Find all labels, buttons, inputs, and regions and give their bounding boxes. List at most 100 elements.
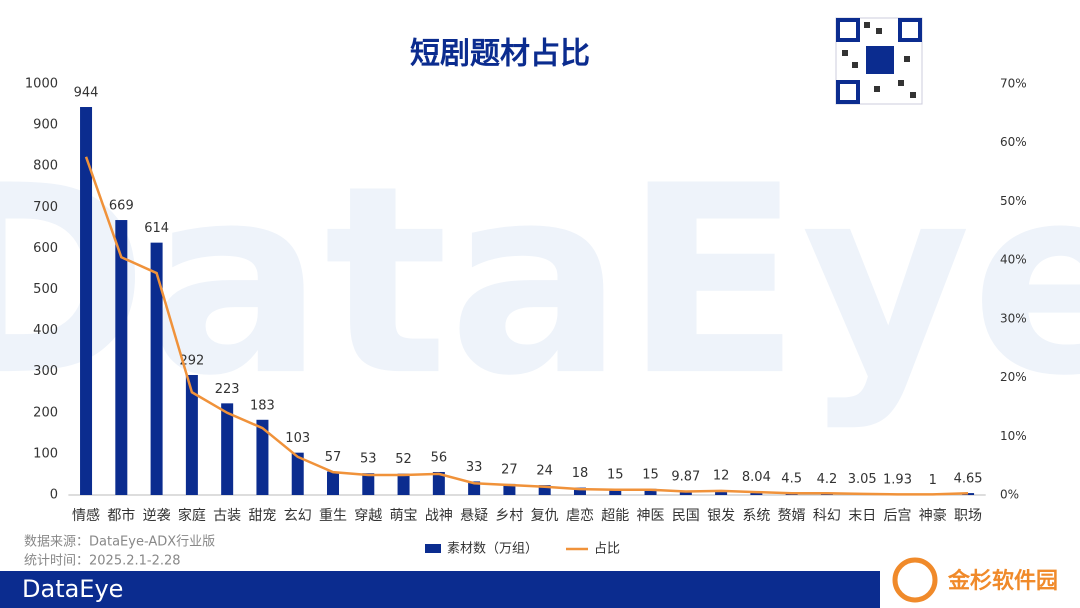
- x-tick-label: 末日: [848, 508, 876, 524]
- site-name: 金杉软件园: [947, 568, 1058, 594]
- x-tick-label: 职场: [954, 508, 982, 524]
- legend-label: 占比: [594, 542, 620, 557]
- x-tick-label: 战神: [425, 508, 453, 524]
- value-label: 1: [929, 473, 937, 488]
- x-tick-label: 都市: [107, 507, 135, 524]
- y-tick-label: 500: [33, 282, 58, 297]
- value-label: 3.05: [848, 472, 877, 487]
- y2-tick-label: 20%: [1000, 370, 1027, 384]
- brand: DataEye: [22, 575, 123, 603]
- value-label: 183: [250, 398, 275, 413]
- value-label: 15: [607, 467, 624, 482]
- bar: [538, 485, 551, 495]
- bar: [327, 471, 340, 495]
- x-tick-label: 逆袭: [143, 508, 171, 524]
- legend-label: 素材数（万组）: [447, 542, 538, 557]
- x-tick-label: 古装: [213, 508, 241, 524]
- x-tick-label: 悬疑: [460, 508, 488, 524]
- y-tick-label: 200: [33, 405, 58, 420]
- x-tick-label: 家庭: [178, 507, 206, 524]
- y2-tick-label: 30%: [1000, 311, 1027, 325]
- value-label: 27: [501, 462, 518, 477]
- x-tick-label: 萌宝: [390, 508, 418, 524]
- value-label: 223: [215, 382, 240, 397]
- x-tick-label: 民国: [672, 508, 700, 524]
- x-tick-label: 科幻: [813, 508, 841, 524]
- bar: [468, 481, 481, 495]
- value-label: 52: [395, 452, 412, 467]
- x-tick-label: 乡村: [495, 508, 523, 524]
- bar: [291, 452, 304, 495]
- y-tick-label: 400: [33, 323, 58, 338]
- bar: [679, 490, 692, 495]
- value-label: 33: [466, 460, 483, 475]
- y-tick-label: 600: [33, 241, 58, 256]
- bar: [609, 488, 622, 495]
- y2-tick-label: 0%: [1000, 488, 1019, 502]
- value-label: 24: [536, 464, 553, 479]
- watermark: DataEye: [0, 131, 1080, 433]
- legend-swatch: [425, 544, 441, 553]
- bar: [432, 471, 445, 495]
- value-label: 4.5: [781, 472, 802, 487]
- x-tick-label: 重生: [319, 508, 347, 524]
- y-tick-label: 900: [33, 118, 58, 133]
- chart-title: 短剧题材占比: [410, 37, 590, 72]
- bar: [644, 488, 657, 495]
- x-tick-label: 后宫: [883, 508, 911, 524]
- value-label: 15: [642, 467, 659, 482]
- x-tick-label: 神豪: [919, 508, 947, 524]
- site-logo: [892, 557, 938, 603]
- value-label: 103: [285, 431, 310, 446]
- value-label: 4.2: [817, 472, 838, 487]
- value-label: 53: [360, 452, 377, 467]
- y-tick-label: 300: [33, 364, 58, 379]
- bar: [256, 419, 269, 495]
- value-label: 56: [431, 450, 448, 465]
- value-label: 12: [713, 469, 730, 484]
- bar: [115, 220, 128, 495]
- bar: [750, 491, 763, 495]
- value-label: 292: [179, 353, 204, 368]
- y2-tick-label: 10%: [1000, 429, 1027, 443]
- source: 数据来源：DataEye-ADX行业版: [24, 535, 215, 550]
- y2-tick-label: 60%: [1000, 135, 1027, 149]
- footer-band: [0, 571, 880, 608]
- x-tick-label: 虐恋: [566, 507, 594, 524]
- bar: [150, 242, 163, 495]
- y-tick-label: 100: [33, 446, 58, 461]
- x-tick-label: 玄幻: [284, 507, 312, 524]
- value-label: 18: [572, 466, 589, 481]
- value-label: 669: [109, 199, 134, 214]
- y-tick-label: 700: [33, 200, 58, 215]
- bar: [221, 403, 234, 495]
- x-tick-label: 赘婿: [778, 507, 806, 524]
- y-tick-label: 800: [33, 159, 58, 174]
- x-tick-label: 银发: [707, 508, 735, 524]
- x-tick-label: 复仇: [531, 507, 559, 524]
- y2-tick-label: 70%: [1000, 77, 1027, 91]
- period: 统计时间：2025.2.1-2.28: [24, 554, 181, 569]
- x-tick-label: 超能: [601, 508, 629, 524]
- bar: [185, 374, 198, 495]
- bar: [362, 473, 375, 495]
- value-label: 8.04: [742, 470, 771, 485]
- bar: [397, 473, 410, 495]
- y2-tick-label: 50%: [1000, 194, 1027, 208]
- value-label: 4.65: [954, 472, 983, 487]
- qr-code: [835, 17, 923, 105]
- x-tick-label: 情感: [72, 507, 100, 524]
- y-tick-label: 0: [50, 488, 58, 503]
- line: [84, 156, 969, 496]
- y-tick-label: 1000: [25, 77, 58, 92]
- bar: [503, 483, 516, 495]
- bar: [715, 490, 728, 495]
- x-tick-label: 甜宠: [248, 508, 276, 524]
- bar: [573, 487, 586, 495]
- y2-tick-label: 40%: [1000, 253, 1027, 267]
- value-label: 614: [144, 221, 169, 236]
- value-label: 944: [74, 86, 99, 101]
- x-tick-label: 神医: [637, 508, 665, 524]
- value-label: 1.93: [883, 473, 912, 488]
